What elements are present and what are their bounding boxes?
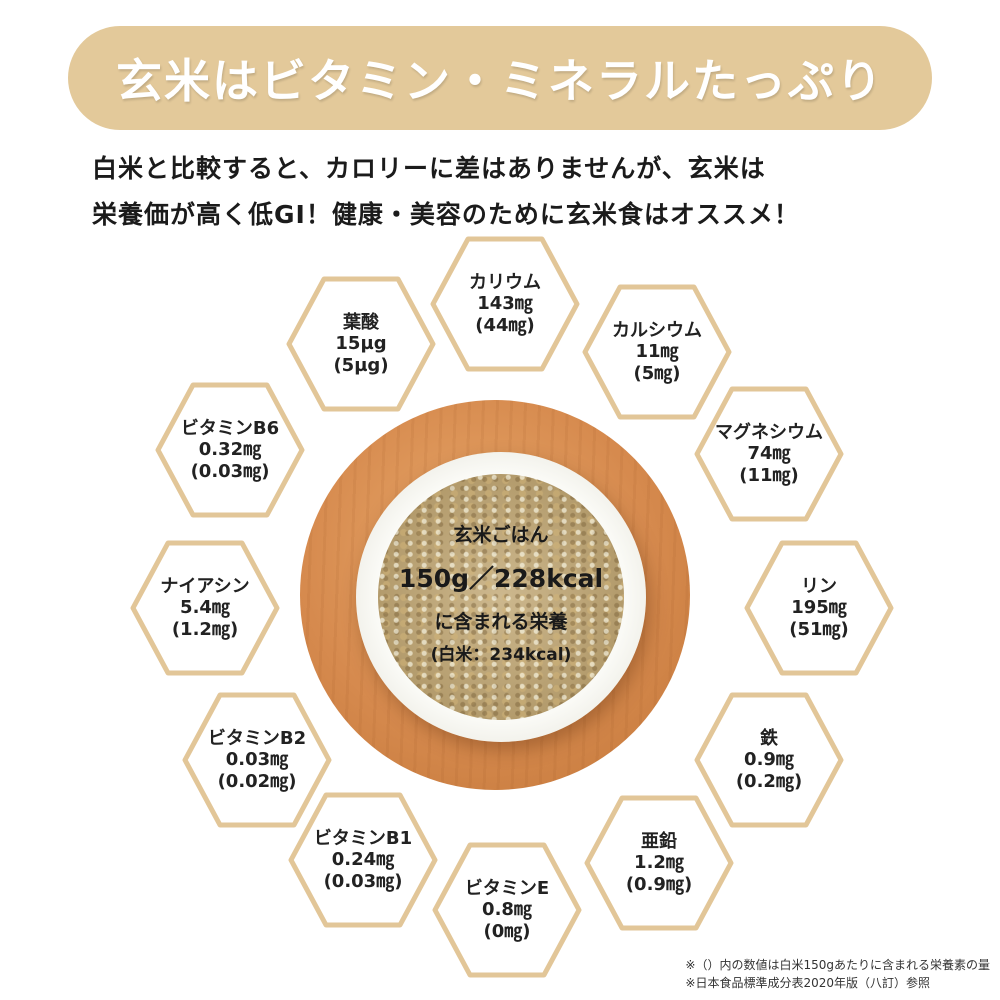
- footnote-2: ※日本食品標準成分表2020年版（八訂）参照: [685, 976, 931, 990]
- nutrient-value: 0.03㎎: [225, 749, 289, 771]
- nutrient-value: 195㎎: [791, 597, 847, 619]
- nutrient-value: 0.24㎎: [331, 849, 395, 871]
- nutrient-value: 15µg: [335, 333, 387, 355]
- hex-vitamin-b1: ビタミンB1 0.24㎎ (0.03㎎): [288, 792, 438, 928]
- nutrient-value: 0.8㎎: [482, 899, 532, 921]
- nutrient-name: ビタミンB1: [313, 827, 413, 849]
- nutrient-name: ビタミンB6: [180, 417, 280, 439]
- hex-iron: 鉄 0.9㎎ (0.2㎎): [694, 692, 844, 828]
- white-rice-value: (1.2㎎): [171, 618, 239, 640]
- nutrient-value: 143㎎: [477, 293, 533, 315]
- white-rice-value: (0.9㎎): [625, 873, 693, 895]
- center-caption: 玄米ごはん 150g／228kcal に含まれる栄養 (白米：234kcal): [378, 520, 624, 665]
- nutrient-value: 1.2㎎: [634, 852, 684, 874]
- hex-magnesium: マグネシウム 74㎎ (11㎎): [694, 386, 844, 522]
- center-amount: 150g／228kcal: [398, 564, 604, 593]
- hex-phosphorus: リン 195㎎ (51㎎): [744, 540, 894, 676]
- hex-niacin: ナイアシン 5.4㎎ (1.2㎎): [130, 540, 280, 676]
- white-rice-value: (11㎎): [739, 464, 799, 486]
- center-white-rice-calories: (白米：234kcal): [430, 645, 572, 665]
- intro-text: 白米と比較すると、カロリーに差はありませんが、玄米は 栄養価が高く低GI！健康・…: [92, 146, 942, 238]
- nutrient-name: ビタミンE: [464, 877, 550, 899]
- brown-rice: [378, 474, 624, 720]
- hex-folic-acid: 葉酸 15µg (5µg): [286, 276, 436, 412]
- nutrient-name: ビタミンB2: [207, 727, 307, 749]
- page-title: 玄米はビタミン・ミネラルたっぷり: [116, 54, 884, 108]
- white-rice-value: (0.03㎎): [323, 870, 403, 892]
- nutrient-name: 鉄: [760, 727, 778, 749]
- nutrient-name: 亜鉛: [641, 830, 677, 852]
- footnotes: ※（）内の数値は白米150gあたりに含まれる栄養素の量 ※日本食品標準成分表20…: [685, 956, 990, 992]
- nutrient-name: マグネシウム: [715, 421, 823, 443]
- white-rice-value: (0.2㎎): [735, 770, 803, 792]
- nutrient-value: 0.9㎎: [744, 749, 794, 771]
- white-rice-value: (0㎎): [483, 920, 531, 942]
- nutrient-value: 74㎎: [747, 443, 791, 465]
- center-title: 玄米ごはん: [453, 524, 549, 546]
- hex-vitamin-b6: ビタミンB6 0.32㎎ (0.03㎎): [155, 382, 305, 518]
- hex-calcium: カルシウム 11㎎ (5㎎): [582, 284, 732, 420]
- title-banner: 玄米はビタミン・ミネラルたっぷり: [68, 26, 932, 130]
- nutrient-value: 0.32㎎: [198, 439, 262, 461]
- nutrient-name: ナイアシン: [160, 575, 250, 597]
- nutrient-name: リン: [801, 575, 837, 597]
- white-rice-value: (5㎎): [633, 362, 681, 384]
- nutrient-name: カリウム: [469, 271, 541, 293]
- hex-zinc: 亜鉛 1.2㎎ (0.9㎎): [584, 795, 734, 931]
- nutrient-name: 葉酸: [343, 311, 379, 333]
- nutrient-name: カルシウム: [612, 319, 702, 341]
- white-rice-value: (51㎎): [789, 618, 849, 640]
- intro-line-1: 白米と比較すると、カロリーに差はありませんが、玄米は: [92, 154, 766, 183]
- hex-vitamin-b2: ビタミンB2 0.03㎎ (0.02㎎): [182, 692, 332, 828]
- nutrient-value: 11㎎: [635, 341, 679, 363]
- hex-vitamin-e: ビタミンE 0.8㎎ (0㎎): [432, 842, 582, 978]
- nutrient-value: 5.4㎎: [180, 597, 230, 619]
- white-rice-value: (44㎎): [475, 314, 535, 336]
- intro-line-2: 栄養価が高く低GI！健康・美容のために玄米食はオススメ！: [92, 200, 800, 229]
- center-subtitle: に含まれる栄養: [434, 611, 568, 633]
- hex-potassium: カリウム 143㎎ (44㎎): [430, 236, 580, 372]
- footnote-1: ※（）内の数値は白米150gあたりに含まれる栄養素の量: [685, 958, 990, 972]
- white-rice-value: (5µg): [333, 354, 389, 376]
- white-rice-value: (0.03㎎): [190, 460, 270, 482]
- white-rice-value: (0.02㎎): [217, 770, 297, 792]
